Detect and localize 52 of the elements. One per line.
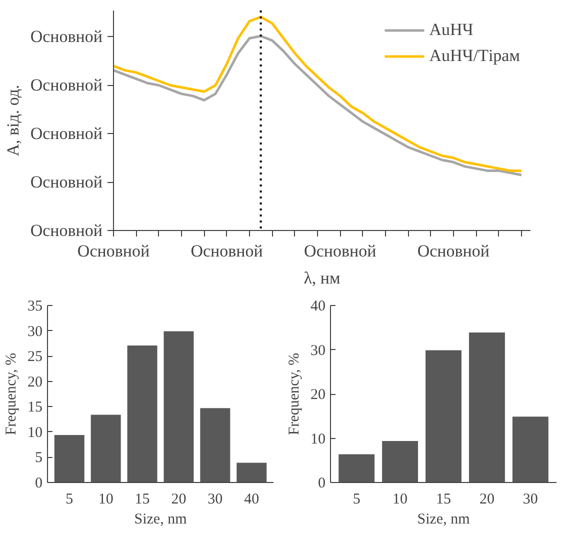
x-tick-label: 10 <box>98 492 114 508</box>
y-tick-label: 20 <box>310 387 326 403</box>
bar <box>90 414 122 482</box>
y-axis-title: А, від. од. <box>3 84 22 156</box>
bar <box>468 332 506 482</box>
x-tick-label: 15 <box>134 492 150 508</box>
y-tick-label: 0 <box>318 476 326 492</box>
x-tick-label: 30 <box>208 492 223 508</box>
x-tick-label: 15 <box>436 492 451 508</box>
bar <box>381 440 420 482</box>
bar <box>162 330 195 482</box>
x-tick-label: 10 <box>392 492 408 508</box>
x-axis-title: Size, nm <box>134 512 188 528</box>
x-tick-label: 20 <box>479 492 494 508</box>
y-axis-title: Frequency, % <box>286 352 302 436</box>
y-tick-label: 10 <box>310 431 326 448</box>
x-axis-title: λ, нм <box>304 268 341 288</box>
legend-label: AuНЧ/Тірам <box>429 46 520 66</box>
y-tick-label: 25 <box>28 349 42 366</box>
bar <box>53 434 86 482</box>
y-tick-label: 35 <box>28 298 42 314</box>
x-tick-label: 30 <box>522 492 538 508</box>
text: Основной <box>30 221 103 240</box>
x-tick-label: Основной <box>190 242 263 260</box>
bar <box>126 344 158 482</box>
y-tick-label: 10 <box>28 424 42 441</box>
y-tick-label: 5 <box>35 450 42 466</box>
y-tick-label: 20 <box>28 374 42 390</box>
text: Основной <box>30 76 103 95</box>
bar <box>199 407 232 482</box>
x-axis-title: Size, nm <box>417 512 470 528</box>
y-tick-label: 40 <box>310 298 326 314</box>
x-tick-label: Основной <box>417 242 490 260</box>
x-tick-label: 40 <box>244 492 260 508</box>
bar <box>236 462 268 482</box>
bar <box>511 416 550 482</box>
y-tick-label: 0 <box>35 476 42 492</box>
x-tick-label: 5 <box>66 492 74 508</box>
x-tick-label: 20 <box>171 492 186 508</box>
y-tick-label: 30 <box>28 324 42 340</box>
bar <box>338 453 376 482</box>
legend-label: AuНЧ <box>429 20 474 40</box>
x-tick-label: Основной <box>77 242 150 260</box>
y-axis-title: Frequency, % <box>4 352 20 436</box>
text: Основной <box>30 124 103 144</box>
x-tick-label: Основной <box>304 242 376 260</box>
y-tick-label: 15 <box>28 400 42 416</box>
x-tick-label: 5 <box>352 492 360 508</box>
text: Основной <box>30 172 103 192</box>
y-tick-label: 30 <box>310 342 326 359</box>
text: Основной <box>30 27 103 46</box>
bar <box>424 349 462 482</box>
